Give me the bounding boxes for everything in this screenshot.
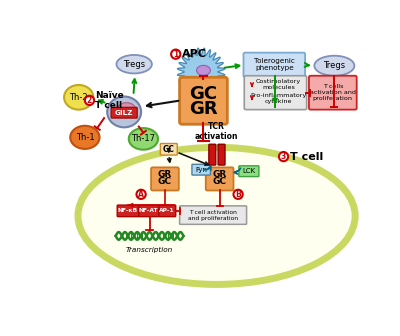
Text: 1: 1 [173,50,178,59]
Text: TCR
activation: TCR activation [195,122,238,141]
FancyBboxPatch shape [117,205,139,217]
Text: GC: GC [189,85,218,103]
Ellipse shape [107,96,141,127]
Text: GC: GC [163,145,175,154]
Ellipse shape [116,55,152,74]
FancyArrowPatch shape [204,166,211,170]
Ellipse shape [196,65,210,75]
FancyBboxPatch shape [159,205,176,217]
Text: Naïve
T cell: Naïve T cell [95,91,124,110]
Circle shape [171,50,180,59]
FancyBboxPatch shape [111,107,137,118]
Text: LCK: LCK [242,168,256,174]
Text: 3: 3 [281,152,286,161]
Text: NF-AT: NF-AT [139,208,159,213]
FancyBboxPatch shape [180,206,246,224]
Circle shape [136,190,146,199]
FancyBboxPatch shape [244,76,307,110]
Ellipse shape [314,56,354,76]
Ellipse shape [78,148,355,284]
Ellipse shape [64,85,93,110]
Text: GR: GR [189,100,218,118]
Text: NF-κB: NF-κB [118,208,138,213]
Text: APC: APC [182,49,207,59]
Text: GC: GC [158,177,172,186]
Text: GR: GR [158,170,172,179]
FancyBboxPatch shape [180,77,227,124]
Text: B: B [235,190,241,199]
Text: 2: 2 [87,96,92,105]
Text: T cell activation
and proliferation: T cell activation and proliferation [188,210,238,220]
Text: GR: GR [212,170,227,179]
Text: Transcription: Transcription [126,247,173,253]
Ellipse shape [70,126,100,149]
FancyBboxPatch shape [218,144,225,165]
Circle shape [85,96,94,105]
FancyBboxPatch shape [239,166,259,177]
FancyBboxPatch shape [139,205,159,217]
Text: GC: GC [213,177,227,186]
Text: GILZ: GILZ [115,110,133,116]
Ellipse shape [129,128,158,150]
Text: Tregs: Tregs [123,60,145,69]
Polygon shape [178,48,225,95]
Circle shape [279,152,288,161]
FancyBboxPatch shape [192,164,210,175]
Text: Tregs: Tregs [323,61,346,70]
Text: T cells
activation and
proliferation: T cells activation and proliferation [310,84,356,101]
Text: AP-1: AP-1 [160,208,175,213]
Text: Pro-inflammatory
cytokine: Pro-inflammatory cytokine [250,93,307,104]
Text: Tolerogenic
phenotype: Tolerogenic phenotype [254,58,295,72]
FancyBboxPatch shape [206,167,234,191]
Text: Th-17: Th-17 [131,134,155,143]
FancyBboxPatch shape [309,76,357,110]
Text: A: A [138,190,144,199]
Text: Costimolatory
molecules: Costimolatory molecules [256,79,301,90]
Circle shape [234,190,243,199]
FancyBboxPatch shape [160,143,177,155]
FancyBboxPatch shape [151,167,179,191]
FancyBboxPatch shape [244,53,305,77]
Text: Th-2: Th-2 [70,93,88,102]
FancyBboxPatch shape [209,144,216,165]
Ellipse shape [117,103,136,117]
FancyArrowPatch shape [234,168,240,174]
Text: Th-1: Th-1 [76,133,94,142]
Text: T cell: T cell [290,152,324,162]
Text: Fyn: Fyn [195,167,207,173]
